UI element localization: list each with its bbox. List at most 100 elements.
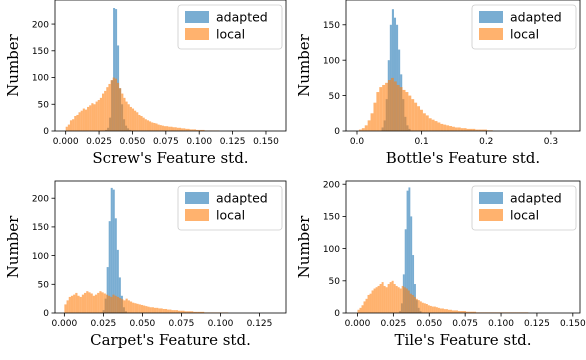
bar-local (70, 295, 74, 313)
bar-local (420, 109, 423, 131)
bar-local (78, 112, 81, 131)
x-tick-label: 0.125 (247, 319, 273, 329)
bar-local (441, 308, 444, 313)
bar-local (393, 284, 396, 313)
bar-local (66, 300, 69, 313)
bar-local (409, 293, 412, 313)
bar-local (145, 306, 148, 313)
y-tick-label: 50 (329, 92, 341, 102)
bar-local (69, 120, 73, 131)
bar-adapted (106, 267, 109, 313)
bar-local (127, 104, 130, 131)
bar-local (385, 287, 388, 313)
y-tick-label: 0 (334, 127, 340, 137)
x-tick-label: 0.150 (560, 319, 586, 329)
x-tick-label: 0.125 (220, 137, 246, 147)
bar-local (454, 127, 458, 131)
bar-local (401, 285, 404, 313)
bar-local (403, 287, 406, 313)
bar-local (443, 309, 446, 313)
bar-local (172, 127, 175, 131)
bar-local (440, 123, 444, 131)
bar-local (463, 128, 467, 131)
bar-local (121, 299, 124, 313)
bar-local (72, 119, 75, 131)
bar-local (166, 126, 169, 131)
bar-local (131, 108, 135, 131)
bar-local (112, 77, 115, 131)
bar-local (129, 106, 132, 131)
bar-local (399, 288, 402, 313)
bar-local (395, 285, 398, 313)
legend-label-adapted: adapted (216, 191, 268, 206)
bar-local (361, 305, 364, 313)
bar-local (104, 90, 107, 131)
bar-local (462, 311, 465, 313)
legend: adapted local (177, 185, 283, 231)
bar-local (138, 304, 141, 313)
legend-swatch-local (185, 209, 209, 221)
bar-local (422, 113, 426, 131)
y-axis-label: Number (4, 215, 22, 278)
x-axis-label: Tile's Feature std. (394, 331, 531, 349)
bar-local (186, 311, 189, 313)
bar-local (451, 310, 454, 313)
bar-local (167, 309, 170, 313)
bar-local (138, 114, 141, 131)
x-tick-label: 0.025 (380, 319, 406, 329)
x-tick-label: 0.100 (488, 319, 514, 329)
bars-group (65, 8, 220, 131)
bar-local (447, 309, 450, 313)
axes-frame (54, 180, 287, 314)
chart-panel-3: 0.000 0.025 0.050 0.075 0.100 0.125 0 50 100 150 2… (4, 180, 287, 349)
bar-local (144, 119, 147, 131)
bar-local (86, 291, 89, 313)
bars-group (64, 187, 229, 313)
bar-local (371, 290, 374, 313)
y-tick-label: 0 (43, 127, 49, 137)
x-tick-label: 0.3 (544, 137, 558, 147)
bar-adapted (410, 216, 413, 313)
bar-local (101, 292, 104, 313)
bars-group (357, 187, 529, 313)
bar-local (475, 129, 479, 131)
x-tick-label: 0.000 (51, 319, 77, 329)
bar-local (187, 128, 190, 131)
bar-local (379, 87, 383, 131)
bar-local (359, 307, 362, 313)
y-tick-label: 0 (334, 309, 340, 319)
x-tick-label: 0.050 (416, 319, 442, 329)
bar-adapted (112, 189, 115, 313)
bar-local (160, 308, 163, 313)
bar-local (143, 305, 146, 313)
bar-local (155, 123, 158, 131)
x-tick-label: 0.075 (169, 319, 195, 329)
bar-local (147, 306, 150, 313)
bar-local (175, 310, 178, 313)
bar-local (114, 295, 117, 313)
bar-local (413, 296, 416, 313)
bar-local (159, 125, 162, 131)
x-axis-label: Carpet's Feature std. (90, 331, 251, 349)
bar-adapted (116, 249, 119, 313)
bar-local (417, 300, 420, 313)
bar-local (425, 303, 428, 313)
x-tick-label: 0.000 (53, 137, 79, 147)
x-axis-label: Bottle's Feature std. (386, 149, 540, 167)
bar-local (178, 127, 182, 131)
legend-label-adapted: adapted (216, 10, 268, 25)
bar-local (377, 285, 380, 313)
axes-frame (345, 0, 581, 132)
bar-adapted (108, 221, 111, 313)
bar-local (411, 99, 415, 131)
bar-local (125, 298, 128, 313)
bar-adapted (115, 9, 118, 131)
legend-swatch-adapted (185, 11, 209, 23)
legend-label-adapted: adapted (510, 191, 562, 206)
bar-adapted (408, 187, 411, 313)
bar-local (373, 288, 376, 313)
bar-local (357, 309, 360, 313)
bar-local (146, 120, 150, 131)
bar-local (182, 310, 185, 313)
bar-local (443, 124, 447, 131)
